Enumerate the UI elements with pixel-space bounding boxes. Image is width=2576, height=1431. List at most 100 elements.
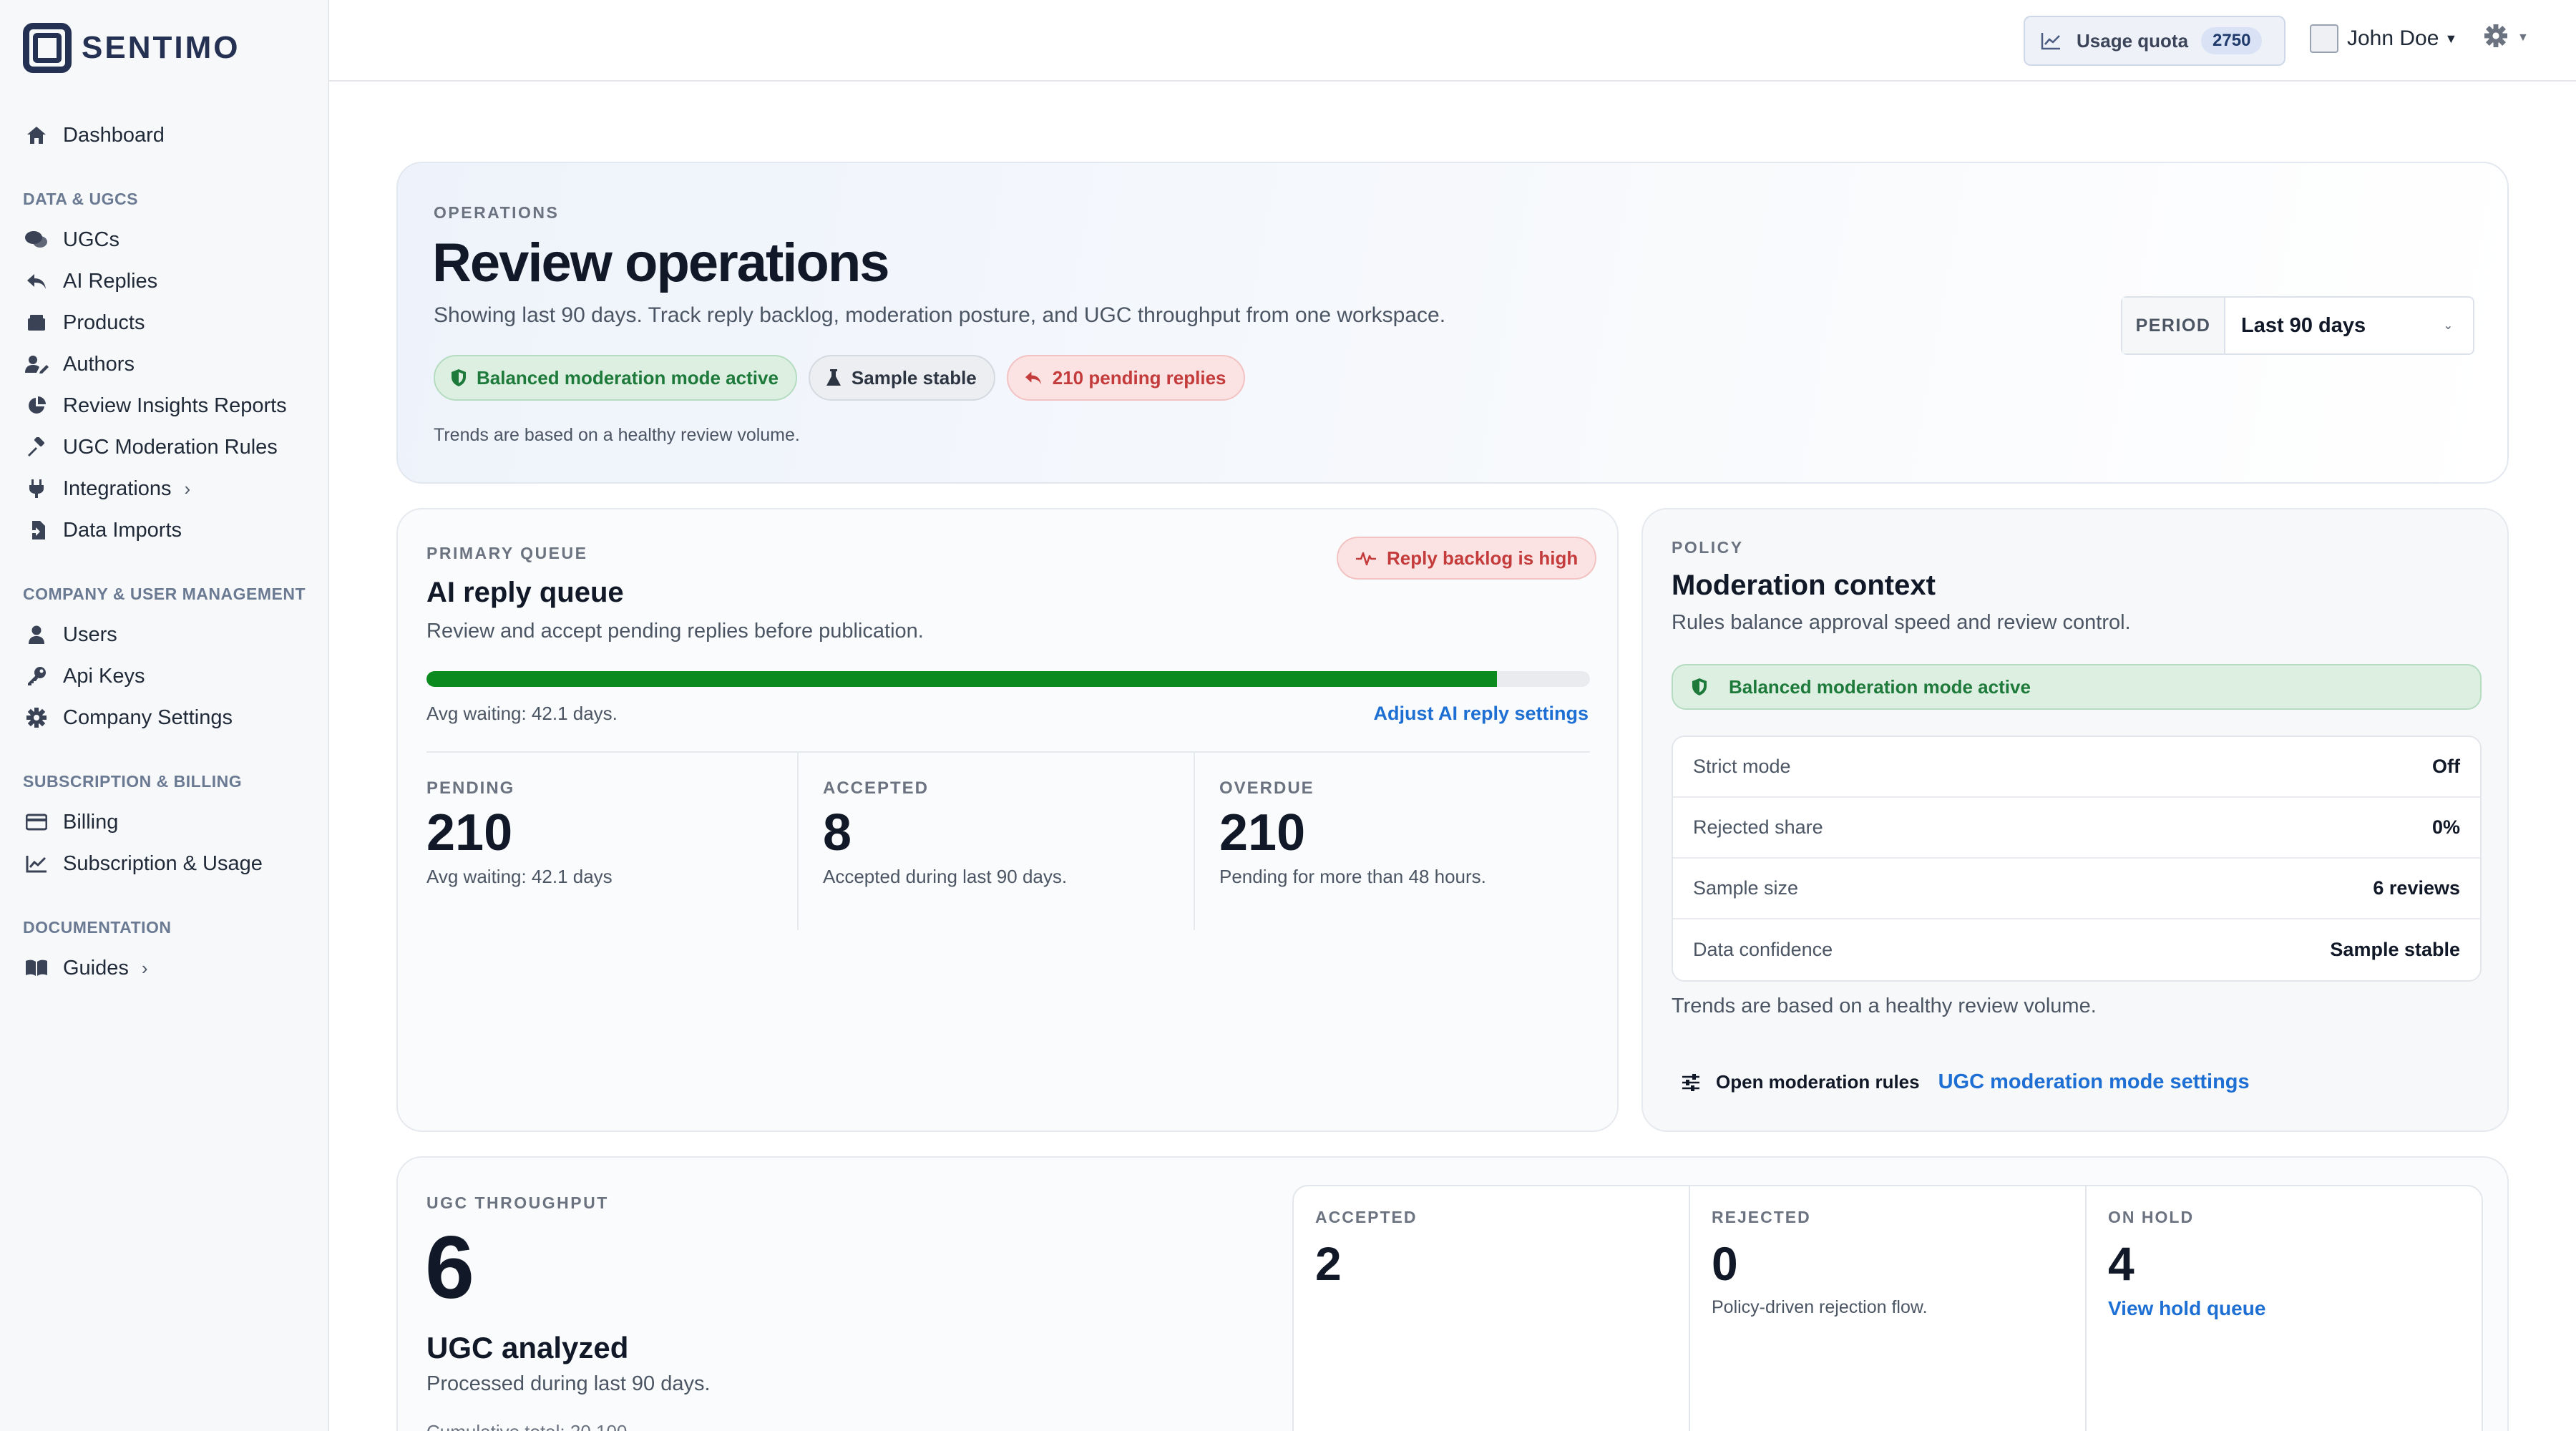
sidebar-nav: Dashboard DATA & UGCS UGCs AI Replies Pr… (0, 114, 329, 989)
policy-key: Sample size (1693, 877, 1799, 899)
ugc-analyzed-count: 6 (425, 1218, 474, 1317)
sidebar-item-label: Subscription & Usage (63, 851, 263, 875)
open-moderation-rules-button[interactable]: Open moderation rules (1682, 1071, 1920, 1093)
throughput-title: UGC analyzed (426, 1331, 629, 1364)
open-rules-label: Open moderation rules (1716, 1071, 1920, 1093)
sidebar-item-billing[interactable]: Billing (0, 801, 329, 843)
user-icon (24, 624, 49, 645)
policy-subtitle: Rules balance approval speed and review … (1672, 611, 2131, 634)
policy-key: Strict mode (1693, 756, 1791, 777)
usage-quota-button[interactable]: Usage quota 2750 (2024, 16, 2285, 66)
shield-icon (451, 368, 467, 387)
policy-key: Rejected share (1693, 816, 1823, 838)
stat-label: OVERDUE (1219, 778, 1314, 798)
queue-progress-bar (426, 671, 1590, 687)
stat-value: 8 (823, 804, 852, 861)
sidebar-item-ugc-moderation-rules[interactable]: UGC Moderation Rules (0, 426, 329, 468)
status-badge-sample: Sample stable (808, 355, 995, 401)
sidebar-item-dashboard[interactable]: Dashboard (0, 114, 329, 156)
policy-chip-label: Balanced moderation mode active (1729, 675, 2031, 698)
pie-chart-icon (24, 395, 49, 416)
throughput-cumulative: Cumulative total: 20,100 (426, 1421, 627, 1431)
policy-value: Sample stable (2330, 939, 2460, 960)
stat-sub: Accepted during last 90 days. (823, 866, 1068, 887)
brand-name: SENTIMO (82, 30, 240, 65)
stat-accepted: ACCEPTED 8 Accepted during last 90 days. (799, 753, 1195, 930)
plug-icon (24, 478, 49, 499)
throughput-on-hold: ON HOLD 4 View hold queue (2087, 1186, 2482, 1431)
throughput-grid: ACCEPTED 2 REJECTED 0 Policy-driven reje… (1292, 1185, 2483, 1431)
key-icon (24, 665, 49, 687)
logo[interactable]: SENTIMO (23, 23, 240, 73)
stat-value: 2 (1315, 1237, 1342, 1290)
hero-card: OPERATIONS Review operations Showing las… (396, 162, 2509, 484)
sidebar-item-label: UGC Moderation Rules (63, 435, 278, 459)
line-chart-icon (24, 853, 49, 874)
sidebar-item-ai-replies[interactable]: AI Replies (0, 260, 329, 302)
chevron-right-icon: › (141, 957, 148, 979)
credit-card-icon (24, 811, 49, 833)
sidebar-item-data-imports[interactable]: Data Imports (0, 509, 329, 551)
settings-menu[interactable]: ▼ (2484, 24, 2529, 51)
stat-value: 210 (426, 804, 513, 861)
page-subtitle: Showing last 90 days. Track reply backlo… (434, 303, 1446, 327)
sidebar-item-integrations[interactable]: Integrations › (0, 468, 329, 509)
sidebar-item-review-insights-reports[interactable]: Review Insights Reports (0, 385, 329, 426)
backlog-badge-label: Reply backlog is high (1387, 547, 1579, 569)
sidebar-item-users[interactable]: Users (0, 614, 329, 655)
sidebar-item-api-keys[interactable]: Api Keys (0, 655, 329, 697)
topbar: Usage quota 2750 John Doe ▼ ▼ (329, 0, 2576, 82)
sidebar-item-authors[interactable]: Authors (0, 343, 329, 385)
sidebar-item-label: Guides (63, 956, 129, 980)
book-icon (24, 957, 49, 979)
status-badge-moderation: Balanced moderation mode active (1672, 664, 2482, 710)
policy-actions: Open moderation rules UGC moderation mod… (1682, 1070, 2250, 1094)
stat-overdue: OVERDUE 210 Pending for more than 48 hou… (1195, 753, 1590, 930)
sidebar-item-label: Users (63, 622, 117, 646)
chevron-right-icon: › (184, 477, 191, 499)
sidebar-item-label: Products (63, 311, 145, 334)
chart-line-icon (2041, 30, 2062, 52)
sidebar-item-label: Dashboard (63, 123, 165, 147)
avg-waiting: Avg waiting: 42.1 days. (426, 703, 618, 724)
user-menu[interactable]: John Doe ▼ (2310, 24, 2457, 53)
policy-eyebrow: POLICY (1672, 538, 1744, 557)
period-select[interactable]: PERIOD Last 90 days ⌄ (2121, 296, 2474, 355)
sidebar-item-products[interactable]: Products (0, 302, 329, 343)
moderation-context-card: POLICY Moderation context Rules balance … (1641, 508, 2509, 1132)
adjust-ai-reply-settings-link[interactable]: Adjust AI reply settings (1373, 703, 1589, 724)
sidebar-item-company-settings[interactable]: Company Settings (0, 697, 329, 738)
policy-row: Rejected share 0% (1673, 798, 2480, 859)
stat-sub: Pending for more than 48 hours. (1219, 866, 1486, 887)
sidebar-item-label: Company Settings (63, 705, 233, 729)
policy-row: Strict mode Off (1673, 737, 2480, 798)
sidebar-item-subscription-usage[interactable]: Subscription & Usage (0, 843, 329, 884)
usage-quota-count: 2750 (2201, 27, 2263, 54)
chevron-down-icon: ⌄ (2443, 320, 2453, 332)
queue-stats: PENDING 210 Avg waiting: 42.1 days ACCEP… (426, 751, 1590, 930)
sidebar-item-ugcs[interactable]: UGCs (0, 219, 329, 260)
view-hold-queue-link[interactable]: View hold queue (2108, 1297, 2266, 1319)
user-name: John Doe (2347, 26, 2439, 50)
period-value: Last 90 days ⌄ (2225, 298, 2473, 353)
stat-label: PENDING (426, 778, 515, 798)
stat-label: REJECTED (1712, 1208, 1811, 1226)
policy-key: Data confidence (1693, 939, 1833, 960)
reply-icon (24, 270, 49, 292)
hero-eyebrow: OPERATIONS (434, 203, 560, 222)
sidebar-item-guides[interactable]: Guides › (0, 947, 329, 989)
sidebar-section-title: DATA & UGCS (23, 190, 138, 208)
status-badge-moderation: Balanced moderation mode active (434, 355, 797, 401)
stat-sub: Policy-driven rejection flow. (1712, 1297, 1928, 1317)
pulse-icon (1355, 550, 1377, 567)
backlog-badge: Reply backlog is high (1337, 537, 1597, 580)
shield-icon (1692, 678, 1707, 696)
logo-mark-icon (23, 23, 72, 73)
ugc-moderation-mode-settings-link[interactable]: UGC moderation mode settings (1938, 1070, 2250, 1093)
home-icon (24, 124, 49, 146)
policy-row: Data confidence Sample stable (1673, 919, 2480, 980)
user-edit-icon (24, 353, 49, 375)
flask-icon (826, 368, 841, 387)
policy-note: Trends are based on a healthy review vol… (1672, 995, 2097, 1017)
status-chips: Balanced moderation mode active Sample s… (434, 355, 1245, 401)
